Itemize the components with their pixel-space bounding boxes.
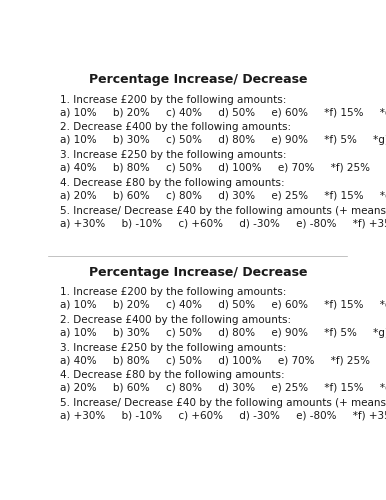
Text: 3. Increase £250 by the following amounts:: 3. Increase £250 by the following amount…	[60, 150, 287, 160]
Text: 3. Increase £250 by the following amounts:: 3. Increase £250 by the following amount…	[60, 342, 287, 352]
Text: 2. Decrease £400 by the following amounts:: 2. Decrease £400 by the following amount…	[60, 122, 291, 132]
Text: 1. Increase £200 by the following amounts:: 1. Increase £200 by the following amount…	[60, 94, 286, 104]
Text: 1. Increase £200 by the following amounts:: 1. Increase £200 by the following amount…	[60, 287, 286, 297]
Text: a) 20%     b) 60%     c) 80%     d) 30%     e) 25%     *f) 15%     *g) 85%: a) 20% b) 60% c) 80% d) 30% e) 25% *f) 1…	[60, 384, 386, 394]
Text: 5. Increase/ Decrease £40 by the following amounts (+ means increase, - means de: 5. Increase/ Decrease £40 by the followi…	[60, 206, 386, 216]
Text: 4. Decrease £80 by the following amounts:: 4. Decrease £80 by the following amounts…	[60, 178, 285, 188]
Text: a) 20%     b) 60%     c) 80%     d) 30%     e) 25%     *f) 15%     *g) 85%: a) 20% b) 60% c) 80% d) 30% e) 25% *f) 1…	[60, 191, 386, 201]
Text: a) 40%     b) 80%     c) 50%     d) 100%     e) 70%     *f) 25%     *g) 75%: a) 40% b) 80% c) 50% d) 100% e) 70% *f) …	[60, 356, 386, 366]
Text: a) 40%     b) 80%     c) 50%     d) 100%     e) 70%     *f) 25%     *g) 75%: a) 40% b) 80% c) 50% d) 100% e) 70% *f) …	[60, 163, 386, 173]
Text: a) 10%     b) 30%     c) 50%     d) 80%     e) 90%     *f) 5%     *g) 45%: a) 10% b) 30% c) 50% d) 80% e) 90% *f) 5…	[60, 136, 386, 145]
Text: a) 10%     b) 20%     c) 40%     d) 50%     e) 60%     *f) 15%     *g) 35%: a) 10% b) 20% c) 40% d) 50% e) 60% *f) 1…	[60, 300, 386, 310]
Text: 2. Decrease £400 by the following amounts:: 2. Decrease £400 by the following amount…	[60, 315, 291, 325]
Text: a) 10%     b) 20%     c) 40%     d) 50%     e) 60%     *f) 15%     *g) 35%: a) 10% b) 20% c) 40% d) 50% e) 60% *f) 1…	[60, 108, 386, 118]
Text: a) 10%     b) 30%     c) 50%     d) 80%     e) 90%     *f) 5%     *g) 45%: a) 10% b) 30% c) 50% d) 80% e) 90% *f) 5…	[60, 328, 386, 338]
Text: 5. Increase/ Decrease £40 by the following amounts (+ means increase, - means de: 5. Increase/ Decrease £40 by the followi…	[60, 398, 386, 408]
Text: Percentage Increase/ Decrease: Percentage Increase/ Decrease	[88, 266, 307, 279]
Text: Percentage Increase/ Decrease: Percentage Increase/ Decrease	[88, 74, 307, 86]
Text: a) +30%     b) -10%     c) +60%     d) -30%     e) -80%     *f) +35%     *g) -45: a) +30% b) -10% c) +60% d) -30% e) -80% …	[60, 411, 386, 421]
Text: 4. Decrease £80 by the following amounts:: 4. Decrease £80 by the following amounts…	[60, 370, 285, 380]
Text: a) +30%     b) -10%     c) +60%     d) -30%     e) -80%     *f) +35%     *g) -45: a) +30% b) -10% c) +60% d) -30% e) -80% …	[60, 218, 386, 228]
